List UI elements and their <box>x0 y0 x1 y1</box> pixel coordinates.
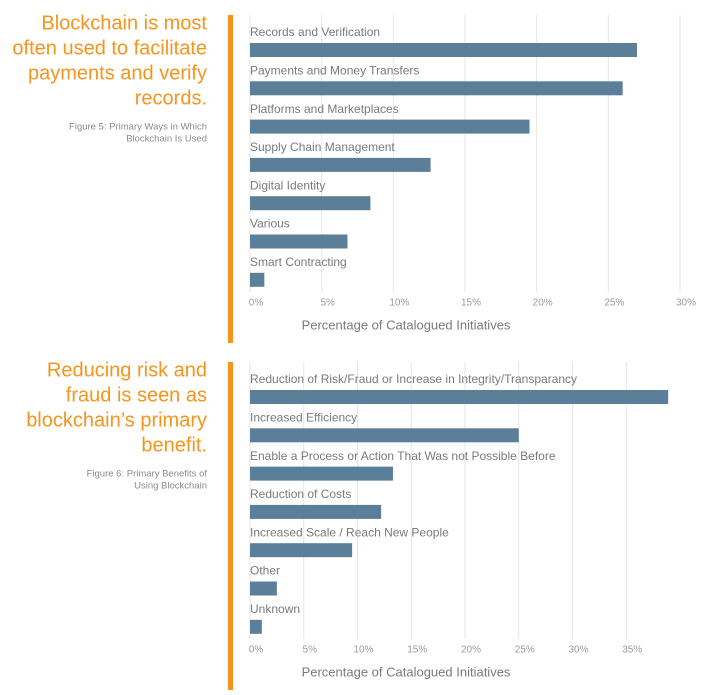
bar <box>250 157 431 172</box>
category-label: Increased Efficiency <box>250 410 357 424</box>
category-label: Unknown <box>250 602 300 616</box>
bar <box>250 196 371 211</box>
category-label: Smart Contracting <box>250 255 347 269</box>
headline: records. <box>135 87 207 109</box>
bar <box>250 504 382 519</box>
x-tick-label: 5% <box>320 298 335 309</box>
bar <box>250 619 262 634</box>
category-label: Various <box>250 217 290 231</box>
figure-caption: Blockchain Is Used <box>126 134 207 145</box>
category-label: Digital Identity <box>250 178 325 192</box>
x-axis-title: Percentage of Catalogued Initiatives <box>302 317 511 332</box>
bar <box>250 119 530 134</box>
headline: often used to facilitate <box>12 37 207 59</box>
x-tick-label: 30% <box>676 298 696 309</box>
x-tick-label: 35% <box>622 645 642 656</box>
accent-bar <box>228 362 233 690</box>
bar <box>250 81 623 96</box>
headline: blockchain’s primary <box>26 409 207 431</box>
x-tick-label: 10% <box>353 645 373 656</box>
x-tick-label: 0% <box>249 645 264 656</box>
category-label: Reduction of Risk/Fraud or Increase in I… <box>250 372 577 386</box>
bar <box>250 543 353 558</box>
x-tick-label: 25% <box>515 645 535 656</box>
category-label: Payments and Money Transfers <box>250 63 419 77</box>
headline: fraud is seen as <box>66 384 207 406</box>
x-tick-label: 15% <box>461 298 481 309</box>
x-axis-title: Percentage of Catalogued Initiatives <box>302 664 511 679</box>
figure-caption: Using Blockchain <box>134 481 207 492</box>
accent-bar <box>228 15 233 343</box>
x-tick-label: 0% <box>249 298 264 309</box>
x-tick-label: 15% <box>407 645 427 656</box>
headline: payments and verify <box>28 62 207 84</box>
bar <box>250 581 277 596</box>
category-label: Supply Chain Management <box>250 140 395 154</box>
figure-caption: Figure 6: Primary Benefits of <box>87 469 208 480</box>
category-label: Platforms and Marketplaces <box>250 102 399 116</box>
bar <box>250 466 393 481</box>
category-label: Enable a Process or Action That Was not … <box>250 449 556 463</box>
figure-caption: Figure 5: Primary Ways in Which <box>69 122 207 133</box>
x-tick-label: 30% <box>568 645 588 656</box>
category-label: Other <box>250 564 280 578</box>
x-tick-label: 20% <box>461 645 481 656</box>
headline: benefit. <box>141 434 207 456</box>
bar <box>250 43 637 57</box>
bar <box>250 272 265 287</box>
bar <box>250 390 669 404</box>
category-label: Records and Verification <box>250 25 380 39</box>
category-label: Reduction of Costs <box>250 487 351 501</box>
x-tick-label: 5% <box>303 645 318 656</box>
category-label: Increased Scale / Reach New People <box>250 525 449 539</box>
headline: Reducing risk and <box>47 359 207 381</box>
x-tick-label: 20% <box>533 298 553 309</box>
bar <box>250 234 348 249</box>
headline: Blockchain is most <box>41 12 207 34</box>
x-tick-label: 10% <box>389 298 409 309</box>
bar <box>250 428 519 443</box>
x-tick-label: 25% <box>604 298 624 309</box>
